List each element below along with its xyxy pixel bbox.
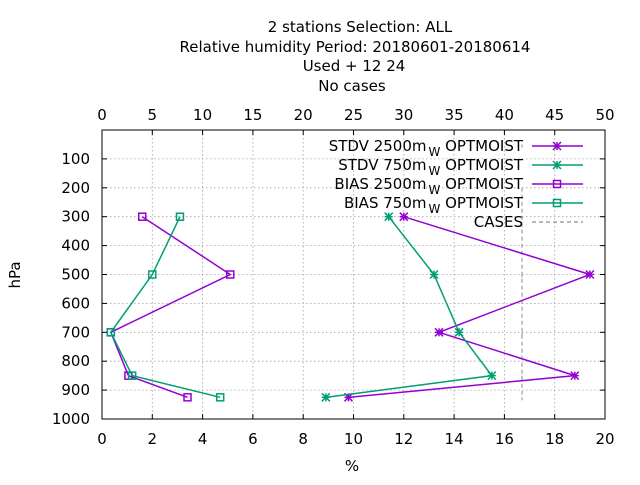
legend-name-3: BIAS 750m xyxy=(344,194,427,212)
series-3-point-2-shape xyxy=(106,328,116,337)
series-2-point-1 xyxy=(226,270,235,279)
x-top-tick-label-25: 25 xyxy=(344,106,363,124)
x-top-tick-label-45: 45 xyxy=(545,106,564,124)
y-tick-label-1000: 1000 xyxy=(52,410,90,428)
series-3-point-2 xyxy=(106,328,116,337)
title-line-4: No cases xyxy=(318,77,386,95)
series-0-point-1 xyxy=(585,269,595,280)
series-2-point-0-shape xyxy=(137,212,147,221)
x-top-tick-label-15: 15 xyxy=(243,106,262,124)
y-tick-label-900: 900 xyxy=(61,381,90,399)
axis-ticks: 0 2 4 6 8 10 12 14 16 18 200 5 10 15 20 25 30 35 40 45 50100… xyxy=(52,106,615,448)
title-line-2: Relative humidity Period: 20180601-20180… xyxy=(180,38,531,56)
legend-label-0: STDV 2500m W OPTMOIST xyxy=(329,137,524,159)
series-line-3 xyxy=(109,216,221,399)
legend-marker-2-shape xyxy=(552,179,562,189)
legend-suffix-3: OPTMOIST xyxy=(440,194,523,212)
legend-name-2: BIAS 2500m xyxy=(334,175,426,193)
x-bottom-tick-label-6: 6 xyxy=(248,430,258,448)
x-bottom-tick-label-12: 12 xyxy=(394,430,413,448)
legend-suffix-2: OPTMOIST xyxy=(440,175,523,193)
series-3-point-1-shape xyxy=(148,270,157,279)
y-tick-label-100: 100 xyxy=(61,150,90,168)
x-top-tick-label-5: 5 xyxy=(148,106,158,124)
y-tick-label-400: 400 xyxy=(61,237,90,255)
y-tick-label-300: 300 xyxy=(61,208,90,226)
legend-sub-2: W xyxy=(428,183,440,197)
x-top-tick-label-30: 30 xyxy=(394,106,413,124)
title-line-1: 2 stations Selection: ALL xyxy=(268,18,453,36)
legend-marker-0 xyxy=(552,141,562,151)
legend-name-1: STDV 750m xyxy=(338,156,426,174)
legend-suffix-1: OPTMOIST xyxy=(440,156,523,174)
legend-name-0: STDV 2500m xyxy=(329,137,427,155)
y-tick-label-200: 200 xyxy=(61,179,90,197)
series-3-point-0-shape xyxy=(175,212,185,221)
legend-marker-3 xyxy=(552,198,562,208)
series-3-point-3-shape xyxy=(127,371,137,380)
y-tick-label-800: 800 xyxy=(61,352,90,370)
series-1-point-4 xyxy=(321,392,331,402)
legend-marker-1 xyxy=(552,160,562,170)
legend-label-2: BIAS 2500m W OPTMOIST xyxy=(334,175,523,197)
title-line-3: Used + 12 24 xyxy=(303,57,406,75)
series-3-point-1 xyxy=(148,270,157,279)
series-2-point-4-shape xyxy=(183,393,192,402)
series-1-point-0 xyxy=(384,212,394,222)
series-line-0 xyxy=(348,215,593,399)
x-bottom-tick-label-10: 10 xyxy=(344,430,363,448)
y-tick-label-500: 500 xyxy=(61,266,90,284)
series-2-point-4 xyxy=(183,393,192,402)
series-3-point-4-shape xyxy=(215,393,225,402)
legend-suffix-0: OPTMOIST xyxy=(440,137,523,155)
x-bottom-tick-label-0: 0 xyxy=(97,430,107,448)
legend-label-cases: CASES xyxy=(474,213,523,231)
series-line-1 xyxy=(325,216,494,399)
series-0-point-3 xyxy=(570,371,580,381)
legend-label-3: BIAS 750m W OPTMOIST xyxy=(344,194,524,216)
grid xyxy=(102,130,605,419)
x-bottom-tick-label-4: 4 xyxy=(198,430,208,448)
legend-sub-3: W xyxy=(428,202,440,216)
y-tick-label-700: 700 xyxy=(61,323,90,341)
x-top-tick-label-40: 40 xyxy=(495,106,514,124)
legend-sub-1: W xyxy=(428,164,440,178)
x-bottom-tick-label-14: 14 xyxy=(445,430,464,448)
series-3-point-0 xyxy=(175,212,185,221)
x-bottom-tick-label-8: 8 xyxy=(298,430,308,448)
x-top-tick-label-20: 20 xyxy=(294,106,313,124)
legend-sub-0: W xyxy=(428,145,440,159)
chart-title: 2 stations Selection: ALL Relative humid… xyxy=(180,18,531,95)
series-1-point-1 xyxy=(429,269,439,280)
x-bottom-tick-label-2: 2 xyxy=(148,430,158,448)
x-top-tick-label-35: 35 xyxy=(445,106,464,124)
x-top-tick-label-0: 0 xyxy=(97,106,107,124)
series-2-point-1-shape xyxy=(226,270,235,279)
x-bottom-tick-label-18: 18 xyxy=(545,430,564,448)
x-axis-label: % xyxy=(345,457,359,475)
y-axis-label: hPa xyxy=(6,261,24,288)
legend-marker-2 xyxy=(552,179,562,189)
series-0-point-2 xyxy=(434,327,444,337)
y-tick-label-600: 600 xyxy=(61,294,90,312)
x-bottom-tick-label-20: 20 xyxy=(595,430,614,448)
series-3-point-3 xyxy=(127,371,137,380)
x-top-tick-label-50: 50 xyxy=(595,106,614,124)
legend-marker-3-shape xyxy=(552,198,562,208)
legend-label-1: STDV 750m W OPTMOIST xyxy=(338,156,524,178)
series-2-point-0 xyxy=(137,212,147,221)
series-1-point-2 xyxy=(454,327,464,337)
data-series xyxy=(106,212,595,402)
series-1-point-3 xyxy=(487,371,497,381)
series-0-point-0 xyxy=(399,212,409,222)
x-bottom-tick-label-16: 16 xyxy=(495,430,514,448)
x-top-tick-label-10: 10 xyxy=(193,106,212,124)
series-3-point-4 xyxy=(215,393,225,402)
